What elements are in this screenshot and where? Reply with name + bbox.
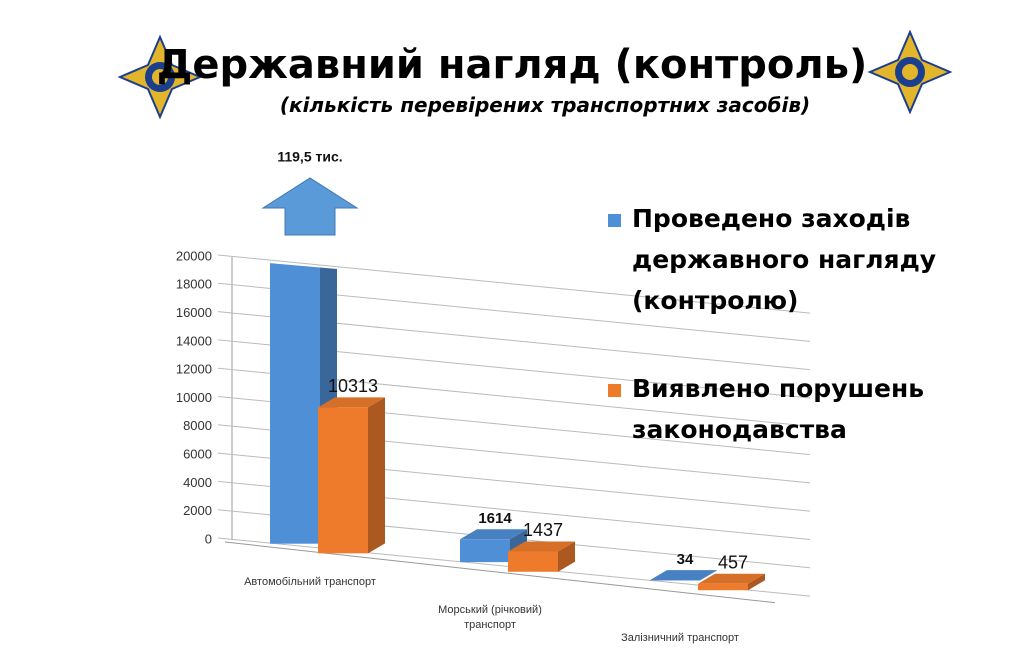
emblem	[117, 34, 203, 120]
bar	[698, 573, 765, 591]
y-tick-label: 0	[205, 531, 212, 546]
y-tick-label: 16000	[176, 305, 212, 320]
data-label: 1614	[478, 510, 512, 527]
plot: 0 2000 4000 6000 8000 10000 12000 14000 16000 180…	[176, 149, 811, 604]
bar	[270, 257, 337, 544]
bar-top	[318, 397, 385, 408]
x-tick-label: Залізничний транспорт	[621, 632, 739, 645]
legend-label: Виявлено порушень законодавства	[632, 374, 925, 444]
bar-front	[508, 551, 558, 572]
bars	[270, 257, 765, 591]
data-label: 1437	[523, 520, 563, 540]
bar-front	[270, 257, 320, 544]
y-tick-label: 2000	[183, 503, 212, 518]
floor-edge	[224, 541, 776, 604]
y-tick-label: 12000	[176, 362, 212, 377]
legend-swatch	[608, 214, 621, 227]
legend-label: Проведено заходів державного нагляду (ко…	[632, 204, 937, 315]
bar-side	[748, 573, 765, 591]
bar-top	[698, 573, 765, 584]
y-tick-label: 4000	[183, 475, 212, 490]
bar-top	[650, 570, 717, 581]
bar-side	[368, 397, 385, 554]
y-tick-label: 6000	[183, 447, 212, 462]
grid-line	[217, 254, 811, 314]
bar	[508, 541, 575, 572]
bar-side	[700, 570, 717, 581]
y-tick-label: 14000	[176, 333, 212, 348]
emblem	[867, 29, 953, 115]
data-label: 34	[677, 551, 694, 568]
bar	[650, 570, 717, 581]
subtitle: (кількість перевірених транспортних засо…	[279, 93, 811, 117]
bar-top	[460, 529, 527, 540]
overflow-arrow	[261, 177, 359, 236]
bar-front	[460, 539, 510, 563]
bar-side	[558, 541, 575, 572]
bar	[318, 397, 385, 554]
bar-front	[698, 583, 748, 591]
data-label: 119,5 тис.	[277, 149, 342, 165]
y-tick-label: 18000	[176, 277, 212, 292]
data-label: 457	[718, 552, 748, 572]
x-tick-label: Морський (річковий) транспорт	[438, 604, 542, 632]
title: Державний нагляд (контроль)	[156, 42, 868, 88]
y-tick-label: 8000	[183, 418, 212, 433]
legend-swatch	[608, 384, 621, 397]
x-tick-label: Автомобільний транспорт	[244, 575, 376, 588]
y-tick-label: 10000	[176, 390, 212, 405]
y-tick-label: 20000	[176, 248, 212, 263]
bar-top	[508, 541, 575, 552]
bar-front	[318, 407, 368, 554]
data-label: 10313	[328, 376, 378, 396]
